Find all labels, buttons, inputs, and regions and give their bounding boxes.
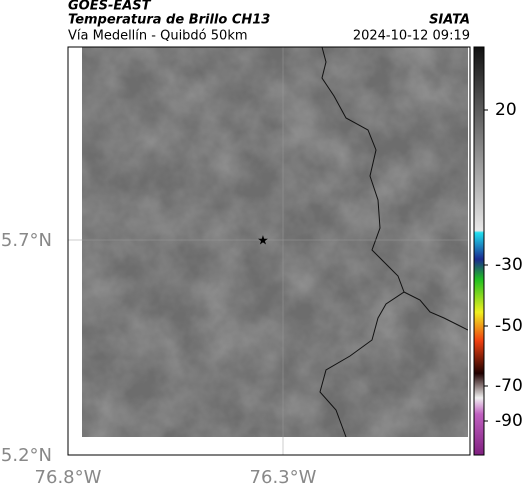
timestamp-label: 2024-10-12 09:19 xyxy=(353,29,470,44)
map-image: ★ xyxy=(68,47,468,455)
colorbar-ticks: 20 -30 -50 -70 -90 xyxy=(484,100,523,431)
product-title: Temperatura de Brillo CH13 xyxy=(68,13,270,28)
borders xyxy=(319,47,468,437)
colorbar-label: -30 xyxy=(495,255,523,275)
lon-label: 76.8°W xyxy=(35,467,102,488)
colorbar-label: -50 xyxy=(495,316,523,336)
lat-label: 5.7°N xyxy=(1,230,52,251)
lon-label: 76.3°W xyxy=(250,467,317,488)
satellite-title: GOES-EAST xyxy=(68,0,152,14)
lat-label: 5.2°N xyxy=(1,445,52,466)
colorbar xyxy=(473,46,485,456)
route-label: Vía Medellín - Quibdó 50km xyxy=(68,29,248,44)
map-frame xyxy=(67,46,471,456)
colorbar-label: -90 xyxy=(495,411,523,431)
colorbar-label: -70 xyxy=(495,376,523,396)
location-marker: ★ xyxy=(257,234,269,249)
colorbar-label: 20 xyxy=(495,100,517,120)
source-label: SIATA xyxy=(429,13,470,28)
cloud-texture xyxy=(82,47,468,437)
